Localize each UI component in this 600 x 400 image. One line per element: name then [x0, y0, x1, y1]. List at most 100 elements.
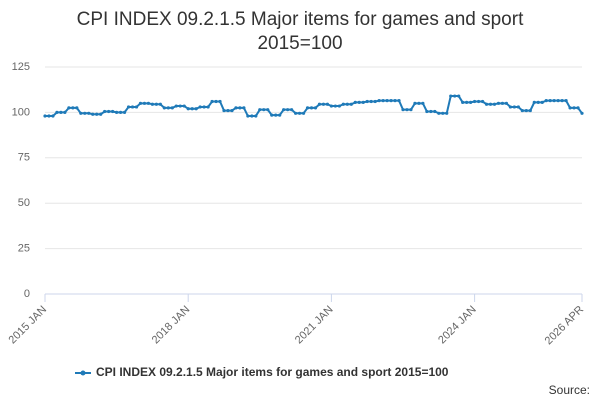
point — [373, 99, 377, 104]
point — [266, 108, 270, 112]
point — [437, 111, 441, 115]
point — [226, 108, 230, 113]
point — [230, 108, 234, 113]
y-tick-label: 50 — [18, 197, 30, 209]
point — [552, 98, 556, 103]
point — [417, 101, 421, 105]
point — [246, 114, 250, 118]
point — [345, 102, 349, 106]
point — [162, 106, 166, 110]
y-tick-label: 100 — [12, 106, 30, 118]
point — [381, 98, 385, 103]
point — [365, 99, 369, 104]
legend-label: CPI INDEX 09.2.1.5 Major items for games… — [96, 365, 449, 379]
point — [425, 109, 429, 114]
point — [329, 104, 333, 108]
point — [182, 104, 186, 108]
point — [568, 106, 572, 110]
point — [218, 99, 222, 104]
x-tick-label: 2021 JAN — [293, 304, 336, 347]
point — [484, 102, 489, 106]
point — [194, 107, 198, 111]
point — [51, 114, 55, 118]
point — [473, 99, 477, 104]
point — [154, 102, 158, 106]
point — [476, 99, 481, 104]
point — [429, 109, 433, 114]
point — [317, 102, 322, 106]
point — [297, 111, 302, 115]
x-tick-label: 2026 APR — [543, 304, 587, 348]
point — [282, 108, 286, 112]
point — [576, 106, 580, 110]
point — [146, 101, 151, 105]
point — [134, 105, 139, 109]
chart-title: CPI INDEX 09.2.1.5 Major items for games… — [76, 9, 524, 54]
x-tick-label: 2015 JAN — [7, 304, 50, 347]
point — [111, 109, 115, 114]
point — [540, 100, 544, 105]
point — [294, 111, 298, 115]
point — [528, 108, 532, 113]
point — [580, 111, 584, 115]
point — [206, 105, 210, 109]
point — [445, 111, 449, 115]
point — [55, 110, 59, 114]
point — [242, 106, 246, 110]
point — [413, 101, 417, 105]
point — [461, 100, 465, 105]
point — [43, 114, 47, 118]
point — [118, 110, 123, 114]
point — [274, 113, 278, 117]
point — [59, 110, 63, 114]
point — [174, 104, 178, 108]
point — [480, 99, 485, 104]
point — [286, 108, 290, 112]
point — [170, 106, 174, 110]
point — [290, 108, 294, 112]
point — [91, 112, 95, 116]
point — [210, 99, 214, 104]
point — [449, 94, 453, 98]
x-tick-label: 2018 JAN — [150, 304, 193, 347]
point — [198, 105, 202, 109]
point — [469, 100, 473, 105]
point — [433, 109, 437, 114]
point — [254, 114, 258, 118]
point — [79, 111, 83, 115]
point — [349, 102, 353, 106]
point — [385, 98, 389, 103]
point — [222, 108, 226, 113]
point — [71, 106, 75, 110]
point — [389, 98, 393, 103]
point — [258, 108, 262, 112]
point — [278, 113, 282, 117]
point — [130, 105, 135, 109]
point — [393, 98, 397, 103]
point — [333, 104, 337, 108]
point — [504, 101, 509, 105]
point — [309, 106, 314, 110]
point — [457, 94, 461, 98]
point — [337, 104, 341, 108]
point — [313, 106, 318, 110]
point — [83, 111, 87, 115]
point — [564, 98, 568, 103]
point — [158, 102, 162, 106]
x-tick-label: 2024 JAN — [436, 304, 479, 347]
source: Source: — [549, 383, 590, 397]
y-tick-label: 75 — [18, 152, 30, 164]
point — [572, 106, 576, 110]
point — [95, 112, 99, 116]
point — [532, 100, 536, 105]
point — [341, 102, 345, 106]
point — [496, 101, 501, 105]
point — [99, 112, 103, 116]
point — [190, 107, 194, 111]
point — [548, 98, 552, 103]
point — [353, 100, 357, 105]
point — [492, 102, 497, 106]
point — [47, 114, 51, 118]
